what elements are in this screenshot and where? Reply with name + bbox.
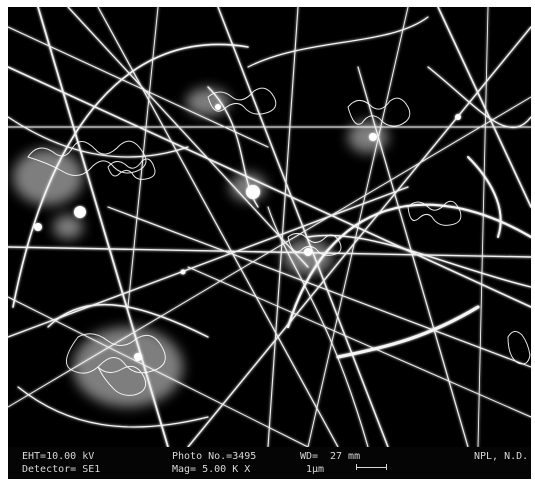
sem-data-bar: EHT=10.00 kV Detector= SE1 Photo No.=349… [8,447,531,479]
scale-bar-label: 1μm [306,464,325,475]
eht-readout: EHT=10.00 kV [22,451,95,462]
scale-bar-right-tick [386,464,387,470]
wd-label: WD= [300,451,319,462]
detector-readout: Detector= SE1 [22,464,101,475]
magnification-readout: Mag= 5.00 K X [172,464,251,475]
sem-micrograph [8,7,531,447]
lab-label: NPL, N.D. [474,451,529,462]
photo-number-readout: Photo No.=3495 [172,451,257,462]
scale-bar [356,467,386,468]
micrograph-frame: EHT=10.00 kV Detector= SE1 Photo No.=349… [8,7,531,479]
wd-value: 27 mm [330,451,361,462]
